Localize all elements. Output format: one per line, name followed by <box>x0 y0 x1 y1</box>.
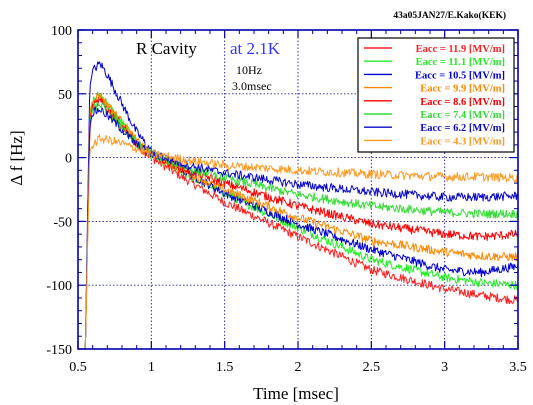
x-tick-labels: 0.5 1 1.5 2 2.5 3 3.5 <box>69 360 527 375</box>
x-tick-label: 1 <box>148 360 155 375</box>
legend-label: Eacc = 11.1 [MV/m] <box>416 57 505 68</box>
legend-label: Eacc = 10.5 [MV/m] <box>415 70 505 81</box>
x-tick-label: 2.5 <box>363 360 381 375</box>
x-tick-label: 3.5 <box>509 360 527 375</box>
x-tick-label: 3 <box>441 360 448 375</box>
series-layer <box>84 61 519 350</box>
legend: Eacc = 11.9 [MV/m] Eacc = 11.1 [MV/m] Eacc… <box>357 37 515 153</box>
legend-box <box>357 37 515 153</box>
frequency-parameter: 10Hz <box>236 63 262 77</box>
legend-label: Eacc = 6.2 [MV/m] <box>420 123 505 134</box>
legend-label: Eacc = 11.9 [MV/m] <box>416 44 505 55</box>
y-tick-label: -150 <box>46 343 72 358</box>
series-line-8 <box>84 134 519 350</box>
legend-label: Eacc = 8.6 [MV/m] <box>420 97 505 108</box>
ticks <box>77 29 519 350</box>
x-axis-title: Time [msec] <box>253 384 339 403</box>
y-tick-label: 50 <box>58 88 72 103</box>
legend-label: Eacc = 7.4 [MV/m] <box>420 110 505 121</box>
y-tick-label: 100 <box>51 24 72 39</box>
y-tick-label: -50 <box>53 215 72 230</box>
credit-text: 43a05JAN27/E.Kako(KEK) <box>393 10 506 21</box>
x-tick-label: 2 <box>295 360 302 375</box>
x-tick-label: 1.5 <box>216 360 234 375</box>
legend-label: Eacc = 4.3 [MV/m] <box>420 136 505 147</box>
chart-title-temperature: at 2.1K <box>230 39 281 58</box>
x-tick-label: 0.5 <box>69 360 87 375</box>
y-tick-labels: -150 -100 -50 0 50 100 <box>46 24 72 358</box>
y-tick-label: -100 <box>46 279 72 294</box>
pulse-length-parameter: 3.0msec <box>232 79 272 93</box>
y-axis-title: Δ f [Hz] <box>7 130 26 185</box>
legend-label: Eacc = 9.9 [MV/m] <box>420 84 505 95</box>
y-tick-label: 0 <box>65 152 72 167</box>
chart-title: R Cavity <box>136 39 197 58</box>
